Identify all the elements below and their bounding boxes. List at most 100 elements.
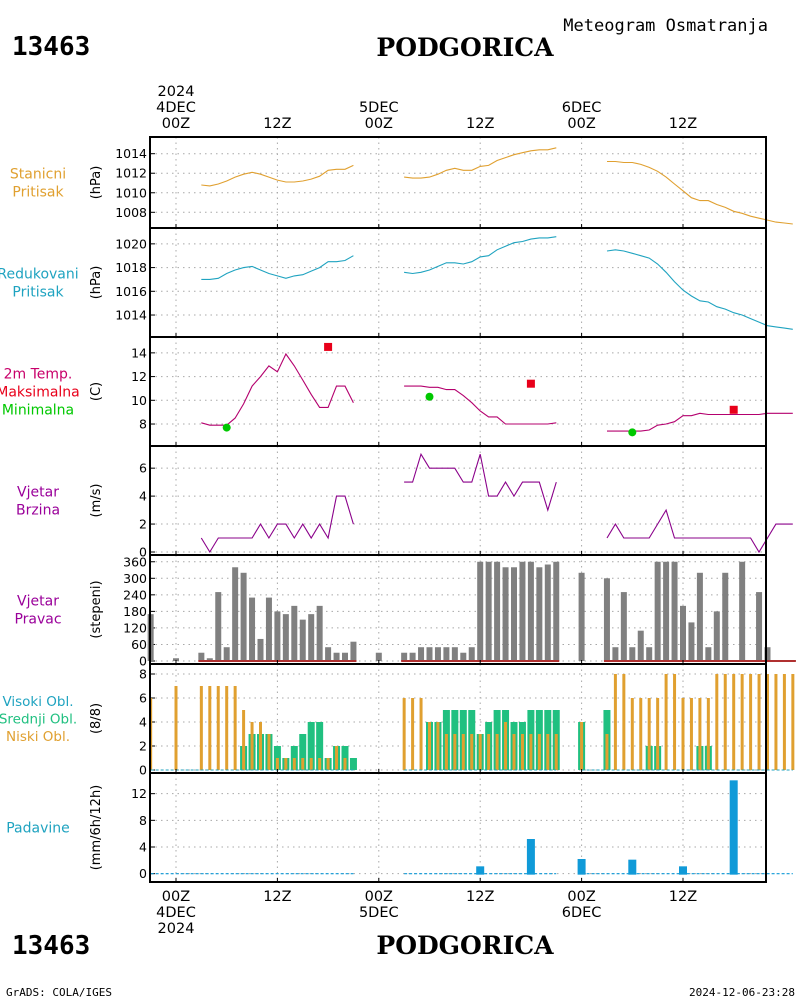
marks	[201, 236, 793, 330]
wind-direction-bar	[654, 561, 661, 661]
wind-direction-bar	[612, 647, 619, 661]
wind-direction-bar	[333, 652, 340, 661]
y-tick-label: 360	[123, 554, 147, 569]
y-tick-label: 0	[139, 545, 147, 560]
wind-direction-bar	[350, 641, 357, 661]
cloud-mid-bar	[307, 722, 315, 770]
cloud-low-bar	[428, 722, 431, 770]
wind-direction-bar	[426, 647, 433, 661]
y-axis-label: (m/s)	[89, 484, 104, 518]
tmax-marker	[729, 405, 738, 414]
y-tick-label: 4	[139, 715, 147, 730]
precip-bar	[526, 839, 535, 875]
panel-label-line: Pritisak	[12, 285, 64, 301]
cloud-low-bar	[706, 698, 710, 770]
panel-station-pressure: 1008 1010 1012 1014 (hPa) Stanicni Pritisak	[10, 136, 793, 229]
cloud-low-bar	[478, 734, 482, 770]
panel-label-line: Vjetar	[17, 594, 59, 610]
series-line	[201, 164, 354, 187]
wind-direction-bar	[375, 652, 382, 661]
wind-direction-bar	[342, 652, 348, 661]
wind-direction-bar	[722, 572, 729, 661]
cloud-low-bar	[335, 746, 339, 770]
wind-direction-bar	[519, 561, 526, 661]
series-line	[607, 160, 793, 225]
bottom-axis-label: 00Z	[162, 889, 190, 905]
wind-direction-bar	[477, 561, 484, 661]
top-axis-label: 00Z	[162, 116, 190, 132]
bottom-axis-label: 00Z	[567, 889, 595, 905]
wind-direction-bar	[443, 647, 450, 661]
cloud-low-bar	[613, 674, 617, 770]
wind-direction-bar	[223, 647, 230, 661]
top-axis-label: 2024	[158, 84, 195, 100]
y-tick-label: 12	[131, 786, 147, 801]
cloud-low-bar	[537, 734, 541, 770]
series-line	[606, 249, 793, 330]
bottom-axis-label: 12Z	[263, 889, 291, 905]
cloud-low-bar	[656, 698, 660, 770]
y-tick-label: 1010	[115, 185, 147, 200]
y-tick-label: 0	[139, 763, 147, 778]
cloud-low-bar	[326, 758, 330, 770]
top-axis-label: 12Z	[669, 116, 697, 132]
cloud-low-bar	[732, 674, 736, 770]
cloud-low-bar	[529, 734, 533, 770]
wind-direction-bar	[680, 605, 686, 661]
tmin-marker	[222, 423, 231, 432]
y-tick-label: 1008	[115, 205, 147, 220]
top-axis-label: 12Z	[466, 116, 494, 132]
panel-label-line: Padavine	[6, 821, 70, 837]
cloud-low-bar	[343, 758, 347, 770]
y-tick-label: 4	[139, 840, 147, 855]
cloud-mid-bar	[299, 734, 307, 770]
cloud-low-bar	[301, 758, 305, 770]
wind-direction-bar	[578, 572, 585, 661]
top-axis-label: 5DEC	[359, 100, 399, 116]
series-line	[607, 412, 793, 432]
marks	[150, 780, 793, 875]
cloud-low-bar	[554, 734, 558, 770]
panel-label-line: 2m Temp.	[4, 367, 73, 383]
y-tick-label: 1014	[115, 308, 147, 323]
cloud-low-bar	[292, 758, 296, 770]
wind-direction-bar	[494, 561, 501, 661]
y-tick-label: 120	[123, 620, 147, 635]
cloud-low-bar	[461, 734, 465, 770]
y-tick-label: 1020	[115, 236, 147, 251]
precip-bar	[729, 780, 738, 875]
y-tick-label: 1012	[115, 166, 147, 181]
cloud-low-bar	[791, 674, 795, 770]
marks	[149, 674, 795, 771]
wind-direction-bar	[460, 652, 467, 661]
series-line	[404, 452, 557, 512]
y-tick-label: 300	[123, 571, 147, 586]
wind-direction-bar	[215, 592, 222, 661]
series-line	[404, 385, 557, 425]
y-tick-label: 0	[139, 866, 147, 881]
marks	[147, 561, 796, 662]
cloud-low-bar	[605, 734, 609, 770]
marks	[201, 147, 793, 225]
wind-direction-bar	[511, 567, 517, 661]
wind-direction-bar	[739, 561, 746, 661]
y-tick-label: 6	[139, 461, 147, 476]
credit: GrADS: COLA/IGES	[6, 986, 112, 999]
top-axis-label: 4DEC	[156, 100, 196, 116]
top-axis-label: 6DEC	[562, 100, 602, 116]
wind-direction-bar	[308, 614, 315, 661]
panel-cloud-cover: 0 2 4 6 8 (8/8) Visoki Obl. Srednji Obl.Niski O…	[0, 663, 795, 778]
wind-direction-bar	[316, 605, 323, 661]
y-tick-label: 60	[131, 637, 147, 652]
wind-direction-bar	[696, 572, 703, 661]
y-tick-label: 8	[139, 813, 147, 828]
y-axis-label: (mm/6h/12h)	[89, 785, 104, 871]
y-axis-label: (hPa)	[89, 166, 104, 200]
cloud-low-bar	[419, 698, 423, 770]
wind-direction-bar	[291, 605, 298, 661]
